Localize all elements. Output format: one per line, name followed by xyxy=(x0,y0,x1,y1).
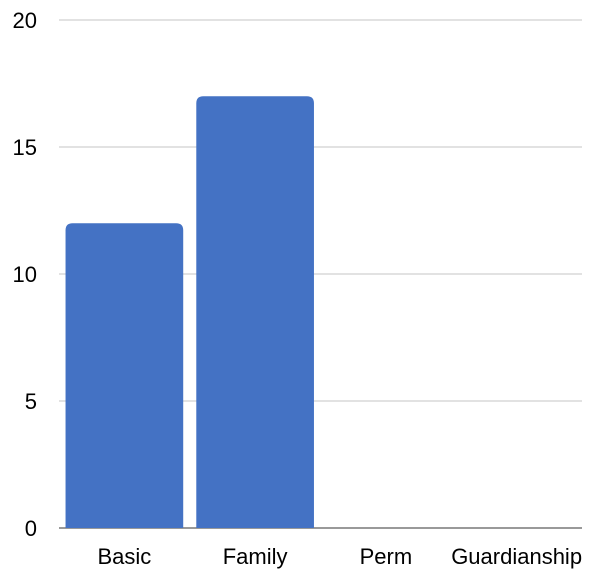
x-tick-label-family: Family xyxy=(223,544,288,569)
y-tick-label: 20 xyxy=(13,8,37,33)
y-tick-label: 15 xyxy=(13,135,37,160)
x-tick-label-perm: Perm xyxy=(360,544,413,569)
x-tick-label-guardianship: Guardianship xyxy=(451,544,582,569)
bar-family xyxy=(196,96,314,528)
y-axis: 0 5 10 15 20 xyxy=(13,8,37,541)
bars xyxy=(65,96,314,528)
y-tick-label: 10 xyxy=(13,262,37,287)
x-axis: Basic Family Perm Guardianship xyxy=(97,544,582,569)
bar-basic xyxy=(65,223,184,528)
y-tick-label: 0 xyxy=(25,516,37,541)
y-tick-label: 5 xyxy=(25,389,37,414)
x-tick-label-basic: Basic xyxy=(97,544,151,569)
